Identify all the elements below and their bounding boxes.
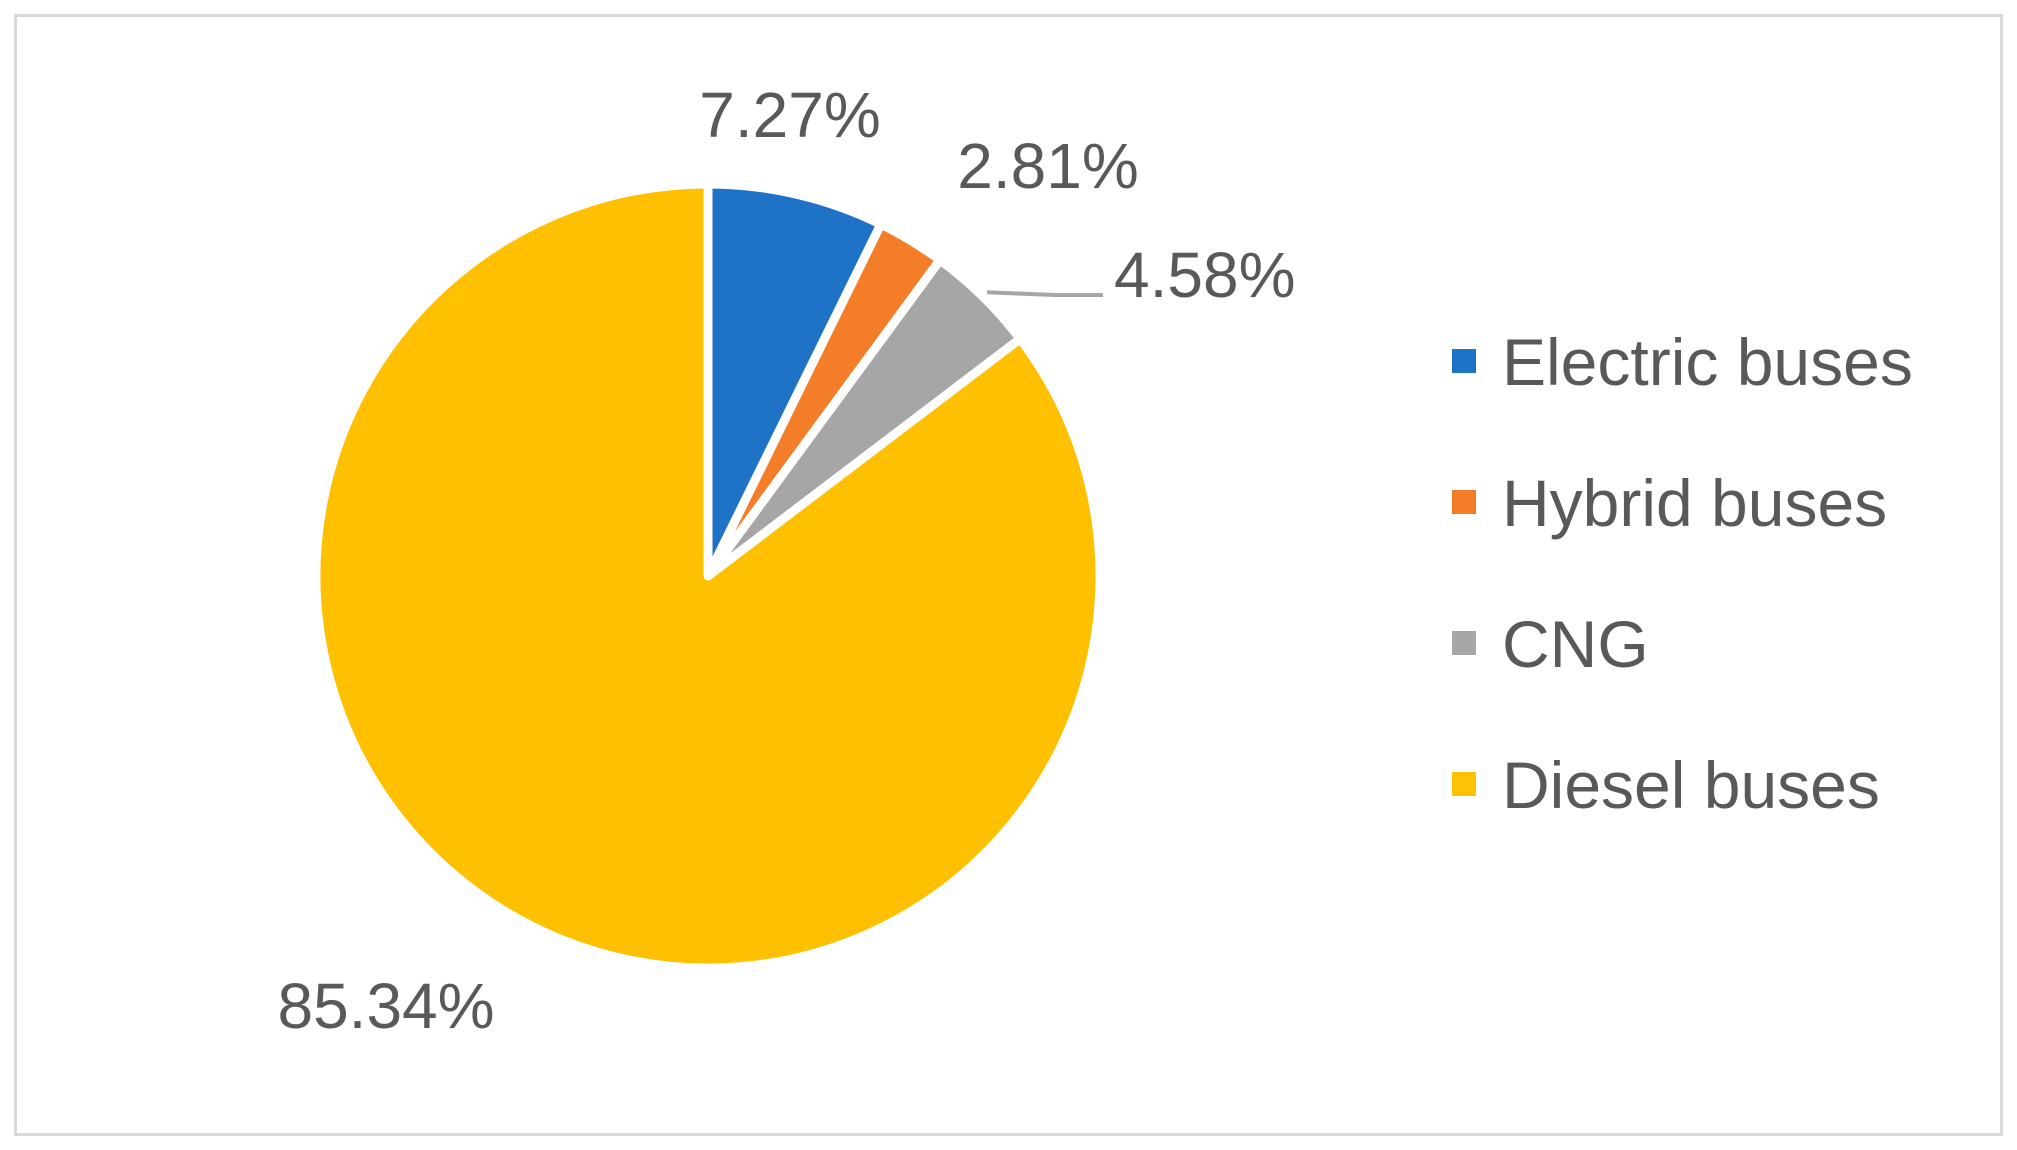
data-label-hybrid: 2.81%: [957, 130, 1138, 202]
legend: Electric buses Hybrid buses CNG Diesel b…: [1452, 325, 1913, 822]
data-label-cng: 4.58%: [1114, 239, 1295, 311]
pie-slice-diesel: [311, 179, 1105, 973]
legend-item-cng: CNG: [1452, 607, 1649, 681]
pie-slices: [311, 179, 1105, 973]
legend-item-electric: Electric buses: [1452, 325, 1913, 399]
leader-line-cng: [987, 290, 1103, 297]
data-labels: 7.27% 2.81% 4.58% 85.34%: [277, 79, 1295, 1042]
legend-swatch-electric: [1452, 349, 1476, 373]
legend-label-hybrid: Hybrid buses: [1502, 466, 1887, 540]
legend-item-hybrid: Hybrid buses: [1452, 466, 1887, 540]
legend-label-diesel: Diesel buses: [1502, 748, 1880, 822]
legend-swatch-hybrid: [1452, 490, 1476, 514]
leader-lines: [987, 290, 1103, 297]
legend-swatch-diesel: [1452, 772, 1476, 796]
data-label-electric: 7.27%: [699, 79, 880, 151]
legend-item-diesel: Diesel buses: [1452, 748, 1880, 822]
data-label-diesel: 85.34%: [277, 970, 494, 1042]
legend-swatch-cng: [1452, 631, 1476, 655]
legend-label-electric: Electric buses: [1502, 325, 1913, 399]
legend-label-cng: CNG: [1502, 607, 1649, 681]
